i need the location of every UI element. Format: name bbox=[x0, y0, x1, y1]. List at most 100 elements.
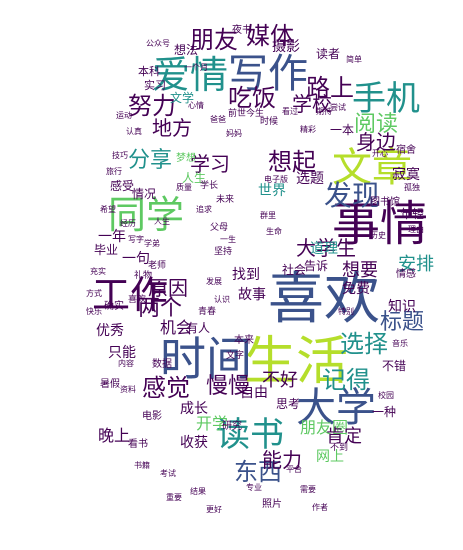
word-zhongyao: 重要 bbox=[166, 493, 182, 502]
word-xiaoyuan: 校园 bbox=[378, 391, 394, 400]
word-shenbian: 身边 bbox=[356, 130, 396, 154]
word-xuedi: 学弟 bbox=[144, 239, 160, 248]
word-lushang: 路上 bbox=[306, 74, 354, 102]
word-xiezuo: 写作 bbox=[228, 51, 308, 97]
word-baba: 爸爸 bbox=[210, 115, 226, 124]
word-tebie: 特别 bbox=[338, 307, 354, 316]
word-liyou: 理由 bbox=[408, 225, 424, 234]
word-xiangqi: 想起 bbox=[268, 148, 316, 176]
word-biaoti: 标题 bbox=[380, 310, 425, 335]
word-xinqing: 心情 bbox=[188, 101, 204, 110]
word-wenxue: 文学 bbox=[170, 91, 195, 105]
word-xuexi: 学习 bbox=[190, 152, 230, 176]
word-daoli: 道理 bbox=[310, 241, 338, 257]
word-mama: 妈妈 bbox=[226, 129, 242, 138]
word-xihuan: 喜欢 bbox=[268, 267, 380, 332]
word-chengzhang: 成长 bbox=[180, 401, 208, 417]
word-ziliao: 资料 bbox=[120, 385, 136, 394]
word-qinggan: 情感 bbox=[396, 269, 416, 280]
word-mengxiang: 梦想 bbox=[176, 153, 196, 164]
word-jingli: 经历 bbox=[120, 219, 136, 228]
word-zhuiqiu: 追求 bbox=[196, 205, 212, 214]
word-shuju: 数据 bbox=[152, 359, 172, 370]
word-shixi: 实习 bbox=[144, 79, 166, 92]
word-pingtai: 平台 bbox=[286, 465, 302, 474]
word-ganshou: 感受 bbox=[110, 179, 135, 193]
word-jianchi: 坚持 bbox=[214, 247, 233, 257]
word-shujia: 暑假 bbox=[100, 379, 120, 390]
word-weilai: 未来 bbox=[216, 195, 235, 205]
word-daxuesheng: 大学生 bbox=[296, 236, 356, 260]
word-yinyue: 音乐 bbox=[392, 339, 408, 348]
word-yiju: 一句 bbox=[122, 251, 150, 267]
word-laoshi: 老师 bbox=[148, 261, 167, 271]
word-shouhuo: 收获 bbox=[180, 435, 208, 451]
word-kending: 肯定 bbox=[326, 426, 362, 447]
word-yisheng: 一生 bbox=[220, 235, 236, 244]
word-liangge: 两个 bbox=[138, 296, 183, 321]
word-xuanti: 选题 bbox=[296, 171, 324, 187]
word-dushu: 读书 bbox=[216, 415, 284, 455]
word-nengli: 能力 bbox=[262, 448, 302, 472]
word-xihuan-small: 喜欢 bbox=[128, 295, 147, 305]
word-yanjiu: 研究 bbox=[222, 421, 242, 432]
word-kaoshi: 考试 bbox=[160, 469, 176, 478]
word-tushuguan: 图书馆 bbox=[370, 197, 400, 208]
word-xuexiao: 学校 bbox=[292, 92, 332, 116]
word-yuanyin: 原因 bbox=[148, 276, 188, 300]
word-zhineng: 只能 bbox=[108, 345, 136, 361]
word-yigeyue: 一个月 bbox=[184, 63, 208, 72]
word-faxian: 发现 bbox=[324, 179, 381, 212]
word-shihou: 时候 bbox=[260, 117, 279, 127]
word-duzhe: 读者 bbox=[316, 47, 341, 61]
word-jiandan: 简单 bbox=[346, 55, 362, 64]
word-shuji: 书籍 bbox=[134, 461, 150, 470]
word-difang: 地方 bbox=[152, 116, 192, 140]
word-jingcai: 精彩 bbox=[300, 125, 316, 134]
word-shouji: 手机 bbox=[352, 79, 420, 119]
word-genghao: 更好 bbox=[206, 505, 222, 514]
word-queshi: 确实 bbox=[104, 301, 124, 312]
word-xuyao: 需要 bbox=[300, 485, 316, 494]
word-gaosu: 告诉 bbox=[304, 259, 329, 273]
word-nianqing: 年轻 bbox=[400, 207, 425, 221]
word-shijie: 世界 bbox=[258, 183, 286, 199]
word-qunli: 群里 bbox=[260, 211, 276, 220]
word-gushi: 故事 bbox=[238, 287, 266, 303]
word-kanshu: 看书 bbox=[128, 439, 148, 450]
word-xiwang: 希望 bbox=[100, 205, 116, 214]
word-xuezhang: 学长 bbox=[200, 181, 219, 191]
word-gongzhonghao: 公众号 bbox=[146, 39, 170, 48]
word-yiben: 一本 bbox=[330, 123, 355, 137]
word-youren: 有人 bbox=[186, 321, 211, 335]
word-kanguo: 看过 bbox=[282, 107, 298, 116]
word-anpai: 安排 bbox=[398, 254, 434, 275]
word-benke: 本科 bbox=[138, 65, 160, 78]
word-kuaile: 快乐 bbox=[86, 307, 102, 316]
word-shijian: 时间 bbox=[160, 332, 252, 386]
word-kaixin: 开心 bbox=[372, 149, 388, 158]
word-yinian: 一年 bbox=[98, 229, 126, 245]
word-bucuo: 不错 bbox=[382, 359, 407, 373]
word-zhuanye: 专业 bbox=[246, 483, 262, 492]
word-qianshijinsheng: 前世今生 bbox=[228, 109, 265, 119]
word-zhaodao: 找到 bbox=[232, 267, 260, 283]
word-jide: 记得 bbox=[322, 366, 370, 394]
word-chifan: 吃饭 bbox=[228, 84, 276, 112]
word-wangshang: 网上 bbox=[316, 449, 344, 465]
word-renshi: 认识 bbox=[214, 295, 230, 304]
word-zhishi: 知识 bbox=[388, 299, 416, 315]
word-zhaopian: 照片 bbox=[262, 499, 282, 510]
word-jimo: 寂寞 bbox=[392, 167, 420, 183]
word-biye: 毕业 bbox=[94, 243, 119, 257]
word-aiqing: 爱情 bbox=[152, 53, 229, 97]
word-sikao: 思考 bbox=[276, 397, 301, 411]
word-shehui: 社会 bbox=[282, 263, 307, 277]
word-qidai: 期待 bbox=[316, 107, 332, 116]
word-nuli: 努力 bbox=[128, 92, 176, 120]
word-neirong: 内容 bbox=[118, 359, 134, 368]
word-xiezi: 写字 bbox=[128, 235, 144, 244]
word-rensheng-small: 人生 bbox=[154, 217, 170, 226]
word-pengyouquan: 朋友圈 bbox=[300, 418, 349, 437]
word-zhiliang: 质量 bbox=[176, 183, 192, 192]
